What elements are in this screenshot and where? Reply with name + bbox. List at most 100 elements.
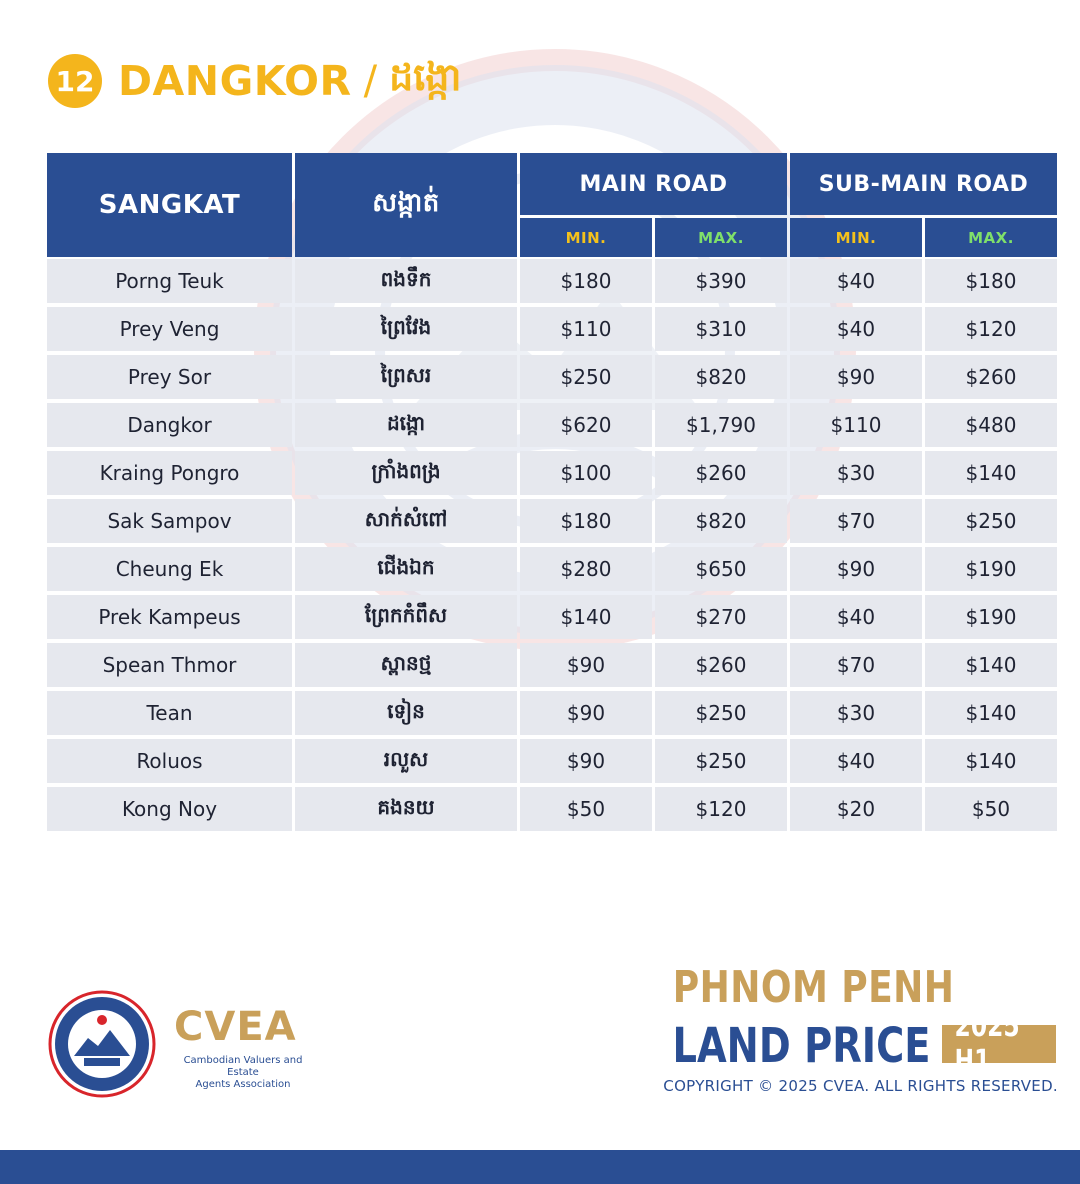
org-full-name: Cambodian Valuers and Estate Agents Asso… xyxy=(174,1055,312,1091)
header-sangkat: SANGKAT xyxy=(47,153,292,257)
sub-road-max: $140 xyxy=(925,451,1057,495)
sub-road-min: $30 xyxy=(790,691,922,735)
sangkat-name-kh: ព្រែកកំពឹស xyxy=(295,595,517,639)
main-road-max: $250 xyxy=(655,691,787,735)
sub-road-min: $90 xyxy=(790,355,922,399)
main-road-min: $620 xyxy=(520,403,652,447)
table-row: Prey Sor ព្រៃសរ $250 $820 $90 $260 xyxy=(47,353,1057,401)
main-road-max: $820 xyxy=(655,499,787,543)
main-road-max: $250 xyxy=(655,739,787,783)
table-row: Cheung Ek ជើងឯក $280 $650 $90 $190 xyxy=(47,545,1057,593)
sangkat-name: Dangkor xyxy=(47,403,292,447)
org-short-name: CVEA xyxy=(174,1004,297,1050)
sub-road-max: $480 xyxy=(925,403,1057,447)
copyright-text: COPYRIGHT © 2025 CVEA. ALL RIGHTS RESERV… xyxy=(663,1077,1058,1095)
brand-line-2: LAND PRICE xyxy=(672,1018,930,1074)
brand-period-text: 2025 H1 xyxy=(954,1009,1020,1079)
main-road-max: $650 xyxy=(655,547,787,591)
header-main-min: MIN. xyxy=(520,218,652,257)
sub-road-max: $260 xyxy=(925,355,1057,399)
sangkat-name: Prek Kampeus xyxy=(47,595,292,639)
header-main-road: MAIN ROAD xyxy=(520,153,787,215)
main-road-max: $260 xyxy=(655,451,787,495)
sangkat-name-kh: ទៀន xyxy=(295,691,517,735)
sub-road-max: $140 xyxy=(925,739,1057,783)
sub-road-min: $40 xyxy=(790,595,922,639)
org-full-line2: Agents Association xyxy=(195,1079,291,1090)
sub-road-min: $70 xyxy=(790,499,922,543)
brand-period-badge: 2025 H1 xyxy=(942,1009,1056,1079)
main-road-max: $260 xyxy=(655,643,787,687)
sub-road-min: $70 xyxy=(790,643,922,687)
table-row: Dangkor ដង្កោ $620 $1,790 $110 $480 xyxy=(47,401,1057,449)
brand-line-1: PHNOM PENH xyxy=(672,962,954,1013)
table-row: Kraing Pongro ក្រាំងពង្រ $100 $260 $30 $140 xyxy=(47,449,1057,497)
land-price-table: SANGKAT សង្កាត់ MAIN ROAD SUB-MAIN ROAD … xyxy=(47,153,1057,831)
page-title: 12 DANGKOR / ដង្កោ xyxy=(48,54,461,108)
table-row: Sak Sampov សាក់សំពៅ $180 $820 $70 $250 xyxy=(47,497,1057,545)
sangkat-name-kh: ជើងឯក xyxy=(295,547,517,591)
header-main-max: MAX. xyxy=(655,218,787,257)
table-row: Tean ទៀន $90 $250 $30 $140 xyxy=(47,689,1057,737)
main-road-min: $250 xyxy=(520,355,652,399)
sub-road-max: $140 xyxy=(925,643,1057,687)
sub-road-min: $90 xyxy=(790,547,922,591)
table-row: Prek Kampeus ព្រែកកំពឹស $140 $270 $40 $190 xyxy=(47,593,1057,641)
main-road-min: $90 xyxy=(520,691,652,735)
sangkat-name: Prey Sor xyxy=(47,355,292,399)
header-sangkat-kh: សង្កាត់ xyxy=(295,153,517,257)
main-road-min: $180 xyxy=(520,259,652,303)
org-full-line1: Cambodian Valuers and Estate xyxy=(183,1055,303,1078)
header-sub-max: MAX. xyxy=(925,218,1057,257)
sangkat-name: Kong Noy xyxy=(47,787,292,831)
table-header: SANGKAT សង្កាត់ MAIN ROAD SUB-MAIN ROAD … xyxy=(47,153,1057,257)
sub-road-min: $110 xyxy=(790,403,922,447)
table-row: Prey Veng ព្រៃវែង $110 $310 $40 $120 xyxy=(47,305,1057,353)
district-name-en: DANGKOR xyxy=(118,57,352,105)
sangkat-name-kh: ក្រាំងពង្រ xyxy=(295,451,517,495)
sangkat-name: Sak Sampov xyxy=(47,499,292,543)
sub-road-min: $40 xyxy=(790,307,922,351)
main-road-max: $310 xyxy=(655,307,787,351)
sangkat-name-kh: ដង្កោ xyxy=(295,403,517,447)
main-road-min: $90 xyxy=(520,739,652,783)
sangkat-name-kh: គងនយ xyxy=(295,787,517,831)
main-road-min: $100 xyxy=(520,451,652,495)
sub-road-max: $120 xyxy=(925,307,1057,351)
sangkat-name-kh: ពងទឹក xyxy=(295,259,517,303)
sub-road-min: $40 xyxy=(790,739,922,783)
main-road-min: $50 xyxy=(520,787,652,831)
sangkat-name-kh: ព្រៃវែង xyxy=(295,307,517,351)
district-name-kh: ដង្កោ xyxy=(389,55,462,99)
sub-road-max: $50 xyxy=(925,787,1057,831)
title-separator: / xyxy=(363,58,378,104)
sangkat-name: Kraing Pongro xyxy=(47,451,292,495)
main-road-max: $390 xyxy=(655,259,787,303)
district-number-badge: 12 xyxy=(48,54,102,108)
table-row: Porng Teuk ពងទឹក $180 $390 $40 $180 xyxy=(47,257,1057,305)
sangkat-name-kh: សាក់សំពៅ xyxy=(295,499,517,543)
header-sub-main-road: SUB-MAIN ROAD xyxy=(790,153,1057,215)
sangkat-name: Cheung Ek xyxy=(47,547,292,591)
sangkat-name-kh: ស្ពានថ្ម xyxy=(295,643,517,687)
table-row: Kong Noy គងនយ $50 $120 $20 $50 xyxy=(47,785,1057,833)
table-row: Spean Thmor ស្ពានថ្ម $90 $260 $70 $140 xyxy=(47,641,1057,689)
main-road-max: $820 xyxy=(655,355,787,399)
sangkat-name: Spean Thmor xyxy=(47,643,292,687)
sangkat-name: Prey Veng xyxy=(47,307,292,351)
sub-road-min: $20 xyxy=(790,787,922,831)
main-road-max: $270 xyxy=(655,595,787,639)
sangkat-name-kh: រលួស xyxy=(295,739,517,783)
main-road-min: $90 xyxy=(520,643,652,687)
main-road-min: $110 xyxy=(520,307,652,351)
sub-road-min: $30 xyxy=(790,451,922,495)
cvea-logo-icon xyxy=(48,990,156,1098)
table-body: Porng Teuk ពងទឹក $180 $390 $40 $180 Prey Veng ព… xyxy=(47,257,1057,833)
main-road-min: $140 xyxy=(520,595,652,639)
main-road-min: $280 xyxy=(520,547,652,591)
sub-road-min: $40 xyxy=(790,259,922,303)
sub-road-max: $140 xyxy=(925,691,1057,735)
sangkat-name: Tean xyxy=(47,691,292,735)
bottom-bar xyxy=(0,1150,1080,1184)
sangkat-name: Porng Teuk xyxy=(47,259,292,303)
